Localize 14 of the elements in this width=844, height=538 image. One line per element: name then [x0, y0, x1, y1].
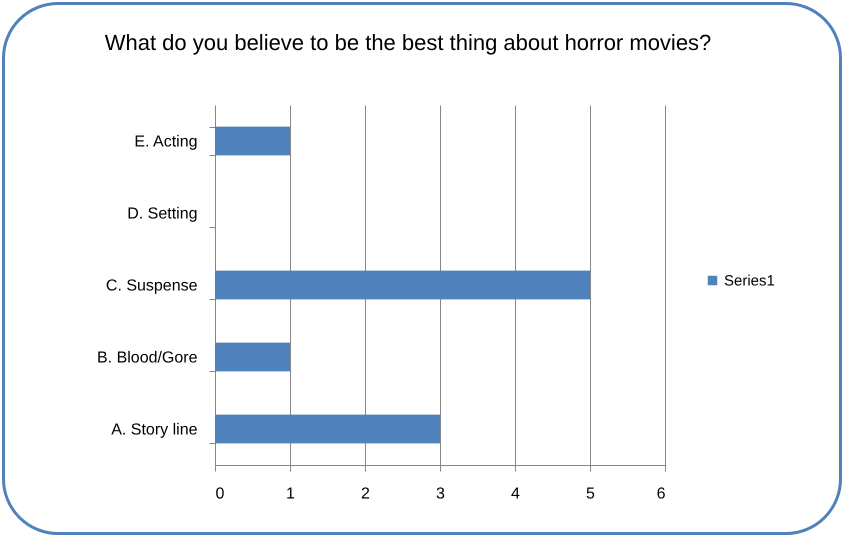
y-tick-label: E. Acting [134, 134, 198, 150]
x-tick-label: 2 [361, 486, 370, 502]
legend-label: Series1 [724, 272, 775, 290]
y-tick-label: A. Story line [111, 422, 198, 438]
chart-title: What do you believe to be the best thing about horror movies? [104, 30, 712, 55]
x-tick-label: 5 [586, 486, 596, 502]
y-tick-label: B. Blood/Gore [97, 350, 198, 366]
y-tick-label: C. Suspense [106, 278, 198, 294]
x-tick-label: 0 [216, 486, 224, 502]
x-tick-label: 4 [511, 486, 520, 502]
x-tick-label: 3 [436, 486, 446, 502]
y-tick-label: D. Setting [127, 206, 198, 222]
x-tick-label: 1 [286, 486, 296, 502]
x-tick-label: 6 [656, 486, 666, 502]
